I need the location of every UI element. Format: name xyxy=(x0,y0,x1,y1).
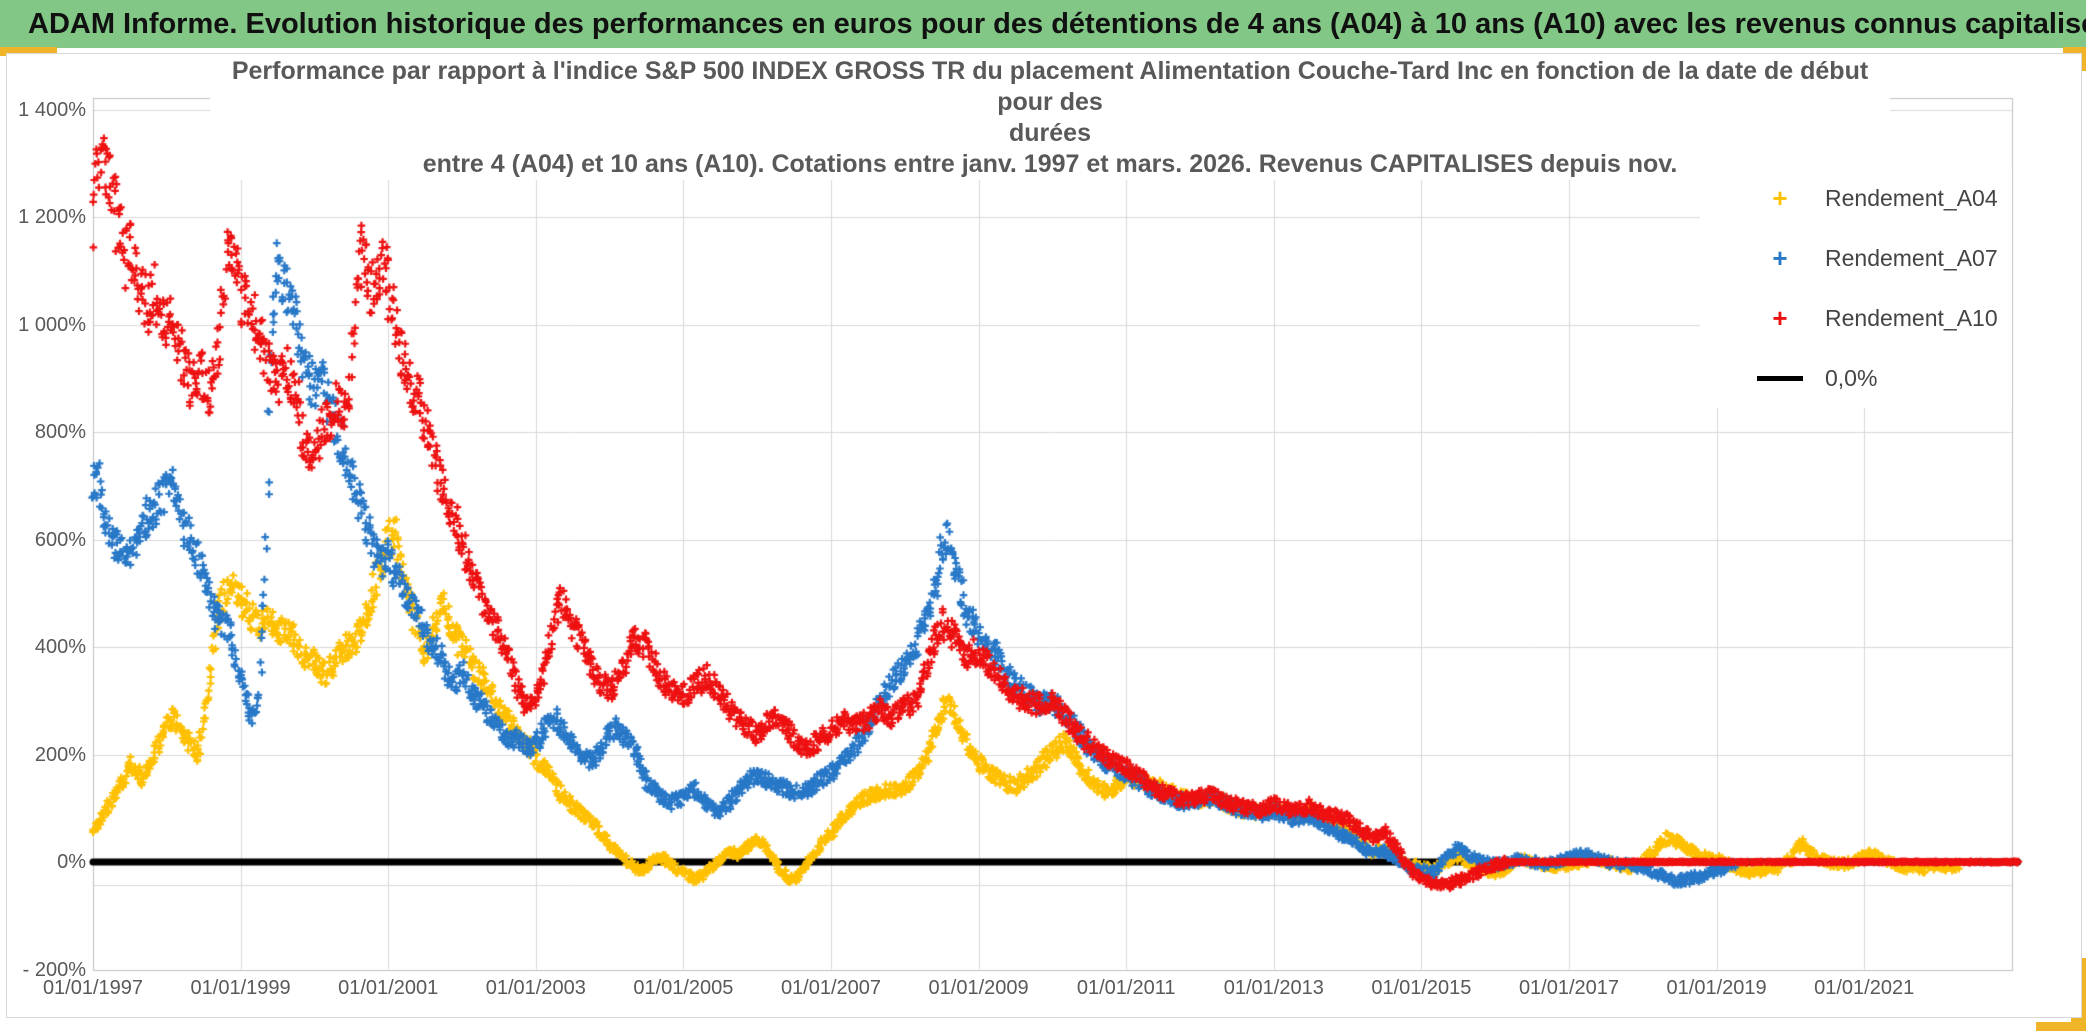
chart-title-line-3: entre 4 (A04) et 10 ans (A10). Cotations… xyxy=(422,150,1678,178)
legend-plus-icon: + xyxy=(1772,243,1788,273)
y-axis-label: 800% xyxy=(34,421,86,443)
y-axis-label: 0% xyxy=(57,851,86,873)
x-axis-label: 01/01/1997 xyxy=(42,977,144,999)
x-axis-label: 01/01/2003 xyxy=(485,977,586,999)
chart-legend: + Rendement_A04 + Rendement_A07 + Rendement_A… xyxy=(1700,168,2012,408)
legend-line-icon xyxy=(1700,375,1824,381)
y-axis-label: - 200% xyxy=(22,958,86,981)
x-axis-label: 01/01/2005 xyxy=(633,977,734,999)
x-axis-label: 01/01/1999 xyxy=(190,977,291,999)
x-axis-label: 01/01/2017 xyxy=(1518,977,1620,999)
legend-label: Rendement_A04 xyxy=(1825,184,1998,211)
x-axis-label: 01/01/2001 xyxy=(338,977,439,999)
y-axis-label: 600% xyxy=(34,528,86,551)
chart-title-line-2: durées xyxy=(1009,119,1091,147)
legend-item-rendement-a04[interactable]: + Rendement_A04 xyxy=(1700,168,2012,228)
legend-label: Rendement_A07 xyxy=(1825,244,1998,271)
legend-item-0-0-[interactable]: 0,0% xyxy=(1700,348,2012,408)
legend-item-rendement-a07[interactable]: + Rendement_A07 xyxy=(1700,228,2012,288)
x-axis-label: 01/01/2013 xyxy=(1223,977,1324,999)
x-axis-label: 01/01/2019 xyxy=(1666,977,1767,999)
legend-item-rendement-a10[interactable]: + Rendement_A10 xyxy=(1700,288,2012,348)
y-axis-label: 400% xyxy=(34,636,86,658)
x-axis-label: 01/01/2009 xyxy=(928,977,1029,999)
legend-plus-icon: + xyxy=(1772,303,1788,333)
legend-label: Rendement_A10 xyxy=(1825,304,1998,331)
x-axis-label: 01/01/2007 xyxy=(780,977,882,999)
y-axis-label: 1 200% xyxy=(18,206,86,228)
x-axis-label: 01/01/2015 xyxy=(1371,977,1472,999)
y-axis-label: 200% xyxy=(34,743,86,766)
chart-title-line-1: Performance par rapport à l'indice S&P 5… xyxy=(231,57,1869,116)
x-axis-label: 01/01/2021 xyxy=(1814,977,1915,999)
y-axis-label: 1 000% xyxy=(18,313,86,336)
chart-title: Performance par rapport à l'indice S&P 5… xyxy=(210,56,1890,180)
legend-plus-icon: + xyxy=(1772,183,1788,213)
x-axis-label: 01/01/2011 xyxy=(1076,977,1176,999)
y-axis-label: 1 400% xyxy=(18,98,86,121)
legend-label: 0,0% xyxy=(1825,364,1878,391)
